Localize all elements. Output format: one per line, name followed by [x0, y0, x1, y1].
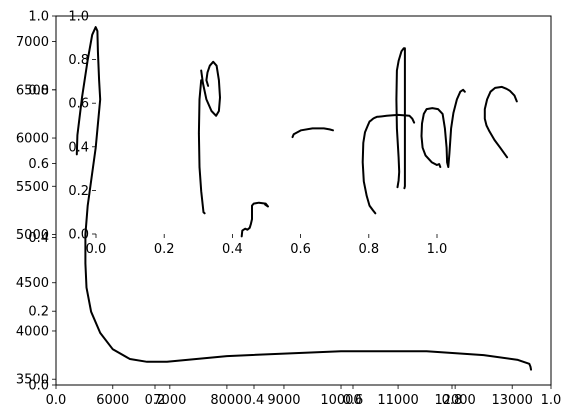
inset-x-tick-label: 0.0: [86, 242, 107, 257]
inset-y-tick-label: 0.6: [68, 97, 89, 112]
overlay-x-tick-label: 0.4: [244, 393, 265, 408]
overlay-x-tick-label: 0.2: [145, 393, 166, 408]
overlay-x-tick-label: 1.0: [541, 393, 562, 408]
ink-stroke-7: [395, 47, 406, 190]
primary-x-tick-label: 9000: [267, 393, 300, 408]
inset-axes-layer: 0.0 0.2 0.4 0.6 0.8 1.0 0.0 0.2 0.4 0.6 0.8 1.0: [68, 10, 447, 258]
primary-x-tick-label: 11000: [377, 393, 418, 408]
inset-x-tick-label: 1.0: [427, 242, 448, 257]
primary-y-tick-label: 5500: [16, 180, 49, 195]
overlay-y-tick-label: 0.2: [28, 305, 49, 320]
primary-axes-layer: 3500 4000 4500 5000 5500 6000 6500 7000 6000 7000…: [16, 26, 533, 408]
inset-y-tick-label: 0.4: [68, 140, 89, 155]
primary-y-tick-label: 6000: [16, 132, 49, 147]
primary-x-tick-label: 6000: [96, 393, 129, 408]
overlay-y-tick-label: 0.8: [28, 83, 49, 98]
primary-x-tick-label: 10000: [320, 393, 361, 408]
ink-stroke-9: [483, 85, 518, 159]
overlay-x-tick-label: 0.6: [343, 393, 364, 408]
primary-x-tick-label: 8000: [210, 393, 243, 408]
inset-y-tick-label: 0.2: [68, 184, 89, 199]
primary-x-tick-label: 13000: [492, 393, 533, 408]
overlay-x-tick-label: 0.0: [46, 393, 67, 408]
inset-x-tick-label: 0.6: [290, 242, 311, 257]
overlay-y-tick-label: 0.6: [28, 157, 49, 172]
primary-y-tick-label: 7000: [16, 35, 49, 50]
inset-y-tick-label: 0.8: [68, 53, 89, 68]
ink-stroke-4: [240, 201, 269, 238]
inset-x-tick-label: 0.8: [358, 242, 379, 257]
inset-y-tick-label: 0.0: [68, 228, 89, 243]
ink-stroke-8: [420, 88, 466, 168]
ink-stroke-3: [200, 60, 221, 117]
primary-y-tick-label: 3500: [16, 373, 49, 388]
plot-frame: [55, 15, 552, 386]
primary-y-tick-label: 5000: [16, 228, 49, 243]
inset-x-tick-label: 0.2: [154, 242, 175, 257]
primary-x-tick-label: 7000: [153, 393, 186, 408]
ink-stroke-2: [197, 79, 206, 215]
overlay-axes-layer: 0.0 0.2 0.4 0.6 0.8 1.0 0.0 0.2 0.4 0.6 0.8 1.0: [28, 10, 561, 409]
ink-stroke-5: [291, 127, 334, 139]
overlay-y-tick-label: 0.4: [28, 231, 49, 246]
overlay-y-tick-label: 0.0: [28, 379, 49, 394]
primary-y-tick-label: 4000: [16, 324, 49, 339]
primary-y-tick-label: 4500: [16, 276, 49, 291]
primary-y-tick-label: 6500: [16, 83, 49, 98]
primary-x-tick-label: 12000: [434, 393, 475, 408]
ink-stroke-1: [75, 26, 532, 371]
overlay-y-tick-label: 1.0: [28, 10, 49, 25]
inset-x-tick-label: 0.4: [222, 242, 243, 257]
inset-y-tick-label: 1.0: [68, 10, 89, 25]
overlay-x-tick-label: 0.8: [442, 393, 463, 408]
